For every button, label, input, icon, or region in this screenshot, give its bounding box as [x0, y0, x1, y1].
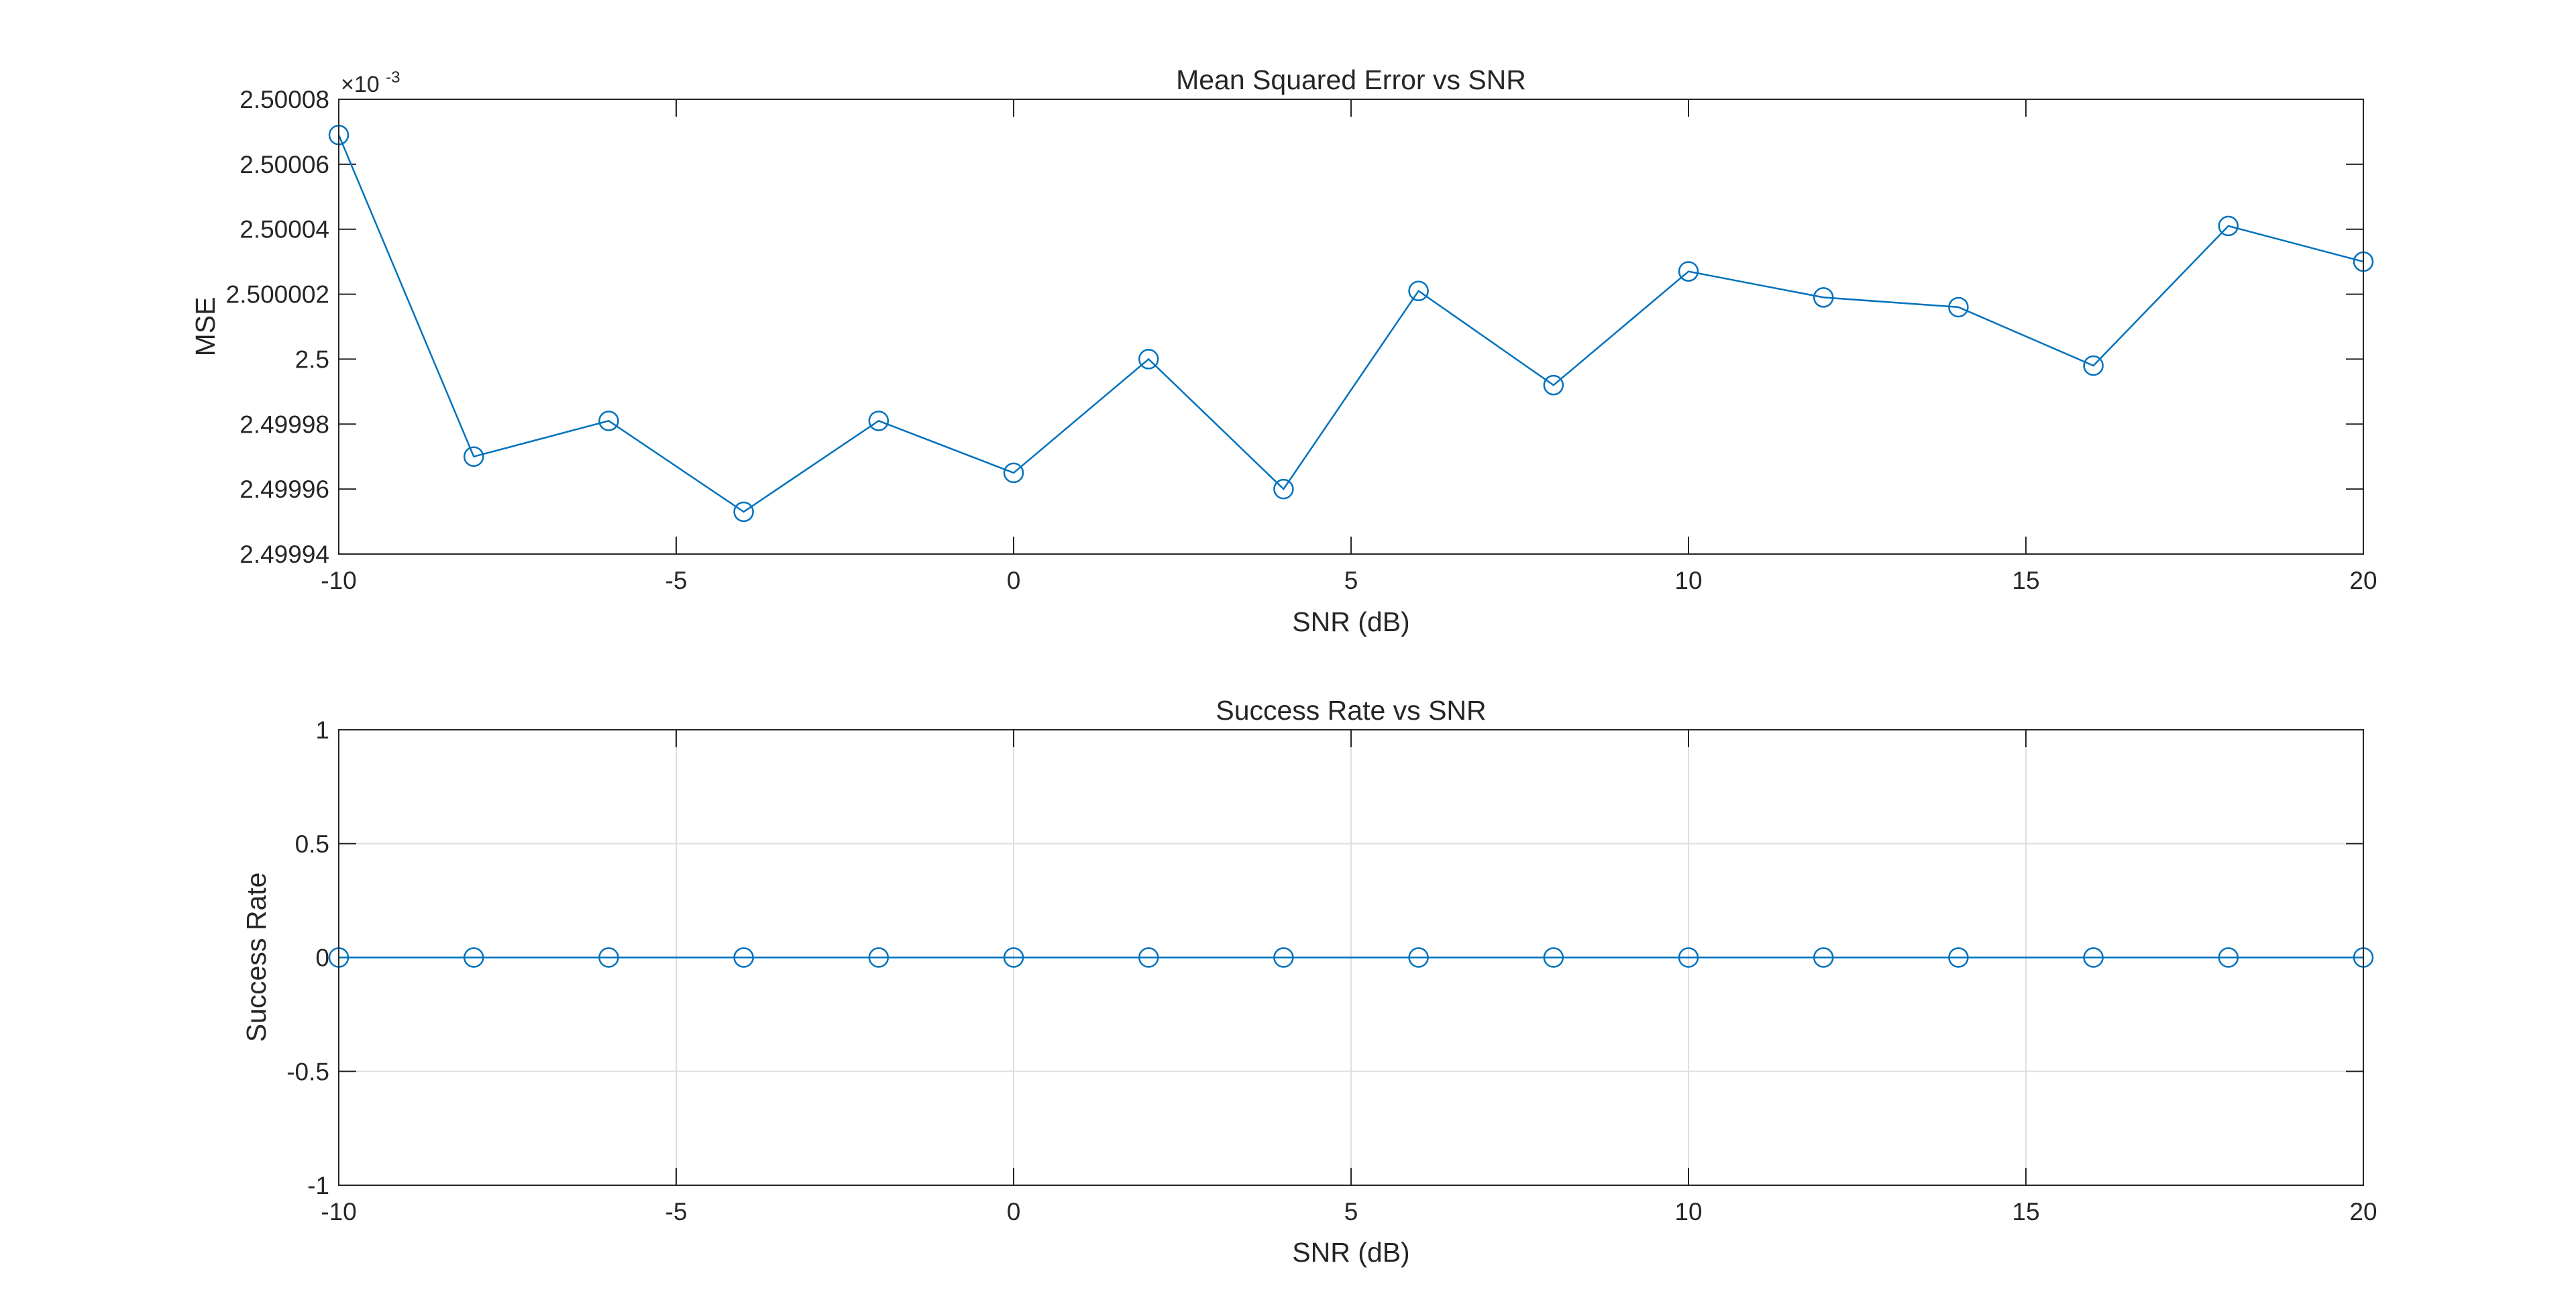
- mse-data-point: [1543, 374, 1564, 396]
- success-rate-y-tick-label: -1: [307, 1172, 329, 1199]
- mse-data-point: [1948, 296, 1969, 318]
- success-rate-data-point: [868, 947, 890, 968]
- mse-x-tick-label: 15: [2012, 567, 2039, 594]
- mse-x-tick-labels: -10 -5 0 5 10 15 20: [321, 567, 2377, 594]
- success-rate-data-point: [1948, 947, 1969, 968]
- mse-plot-area: [339, 99, 2363, 554]
- mse-y-axis-label: MSE: [190, 297, 221, 357]
- success-rate-data-point: [1003, 947, 1024, 968]
- mse-y-tick-label: 2.49996: [239, 476, 329, 503]
- success-rate-x-tick-label: -5: [665, 1198, 688, 1225]
- success-rate-data-point: [2218, 947, 2239, 968]
- mse-y-tick-label: 2.50004: [239, 216, 329, 243]
- mse-x-axis-label: SNR (dB): [1292, 606, 1409, 637]
- mse-x-tick-label: -5: [665, 567, 688, 594]
- success-rate-subplot: -10 -5 0 5 10 15 20 -1 -0.5 0 0.5 1 Success Rate v…: [241, 695, 2377, 1268]
- mse-y-tick-label: 2.50008: [239, 86, 329, 113]
- mse-y-tick-label: 2.49994: [239, 541, 329, 568]
- success-rate-x-tick-label: 10: [1674, 1198, 1702, 1225]
- mse-data-point: [1273, 478, 1294, 500]
- success-rate-data-point: [1138, 947, 1159, 968]
- mse-data-point: [1813, 287, 1834, 308]
- exponent-power: -3: [386, 68, 400, 87]
- mse-data-point: [733, 501, 754, 523]
- mse-data-point: [1678, 261, 1699, 282]
- success-rate-axes-frame: [338, 729, 2364, 1186]
- success-rate-x-tick-labels: -10 -5 0 5 10 15 20: [321, 1198, 2377, 1225]
- success-rate-x-tick-label: 5: [1344, 1198, 1358, 1225]
- mse-series-line: [337, 134, 2364, 513]
- success-rate-y-tick-label: 0: [315, 944, 329, 972]
- mse-data-point: [2218, 215, 2239, 237]
- success-rate-data-point: [1273, 947, 1294, 968]
- success-rate-x-tick-label: 20: [2349, 1198, 2377, 1225]
- success-rate-data-point: [2083, 947, 2104, 968]
- success-rate-y-tick-label: -0.5: [286, 1058, 329, 1085]
- success-rate-y-tick-labels: -1 -0.5 0 0.5 1: [286, 716, 329, 1199]
- exponent-base: ×10: [341, 72, 380, 97]
- success-rate-x-tick-label: -10: [321, 1198, 356, 1225]
- success-rate-data-point: [1678, 947, 1699, 968]
- mse-exponent-label: ×10 -3: [341, 68, 400, 97]
- success-rate-data-point: [1813, 947, 1834, 968]
- mse-series: [328, 125, 2374, 523]
- success-rate-x-tick-label: 0: [1007, 1198, 1021, 1225]
- mse-y-tick-label: 2.5: [295, 345, 329, 373]
- success-rate-data-point: [463, 947, 484, 968]
- success-rate-title: Success Rate vs SNR: [1216, 695, 1486, 726]
- mse-data-point: [1138, 349, 1159, 370]
- mse-data-point: [868, 411, 890, 431]
- success-rate-x-tick-label: 15: [2012, 1198, 2039, 1225]
- success-rate-y-tick-label: 0.5: [295, 830, 329, 858]
- mse-x-tick-label: 5: [1344, 567, 1358, 594]
- mse-data-point: [598, 411, 619, 431]
- mse-title: Mean Squared Error vs SNR: [1176, 64, 1526, 95]
- mse-data-point: [2083, 355, 2104, 376]
- mse-y-tick-labels: 2.49994 2.49996 2.49998 2.5 2.500002 2.50004 2…: [226, 86, 329, 568]
- mse-x-tick-label: -10: [321, 567, 356, 594]
- success-rate-data-point: [1543, 947, 1564, 968]
- success-rate-data-point: [598, 947, 619, 968]
- mse-x-tick-label: 0: [1007, 567, 1021, 594]
- mse-y-tick-label: 2.50006: [239, 151, 329, 178]
- mse-data-point: [463, 446, 484, 467]
- success-rate-data-point: [1408, 947, 1429, 968]
- mse-data-point: [1408, 280, 1429, 301]
- success-rate-x-axis-label: SNR (dB): [1292, 1237, 1409, 1268]
- mse-data-point: [1003, 462, 1024, 484]
- mse-axes-frame: [338, 99, 2364, 555]
- success-rate-y-tick-label: 1: [315, 716, 329, 744]
- mse-y-tick-label: 2.49998: [239, 411, 329, 438]
- mse-y-tick-label: 2.500002: [226, 281, 329, 309]
- success-rate-data-point: [733, 947, 754, 968]
- mse-x-tick-label: 10: [1674, 567, 1702, 594]
- success-rate-y-axis-label: Success Rate: [241, 873, 272, 1042]
- mse-subplot: -10 -5 0 5 10 15 20 2.499942.499962.499982.52.…: [190, 64, 2377, 637]
- mse-x-tick-label: 20: [2349, 567, 2377, 594]
